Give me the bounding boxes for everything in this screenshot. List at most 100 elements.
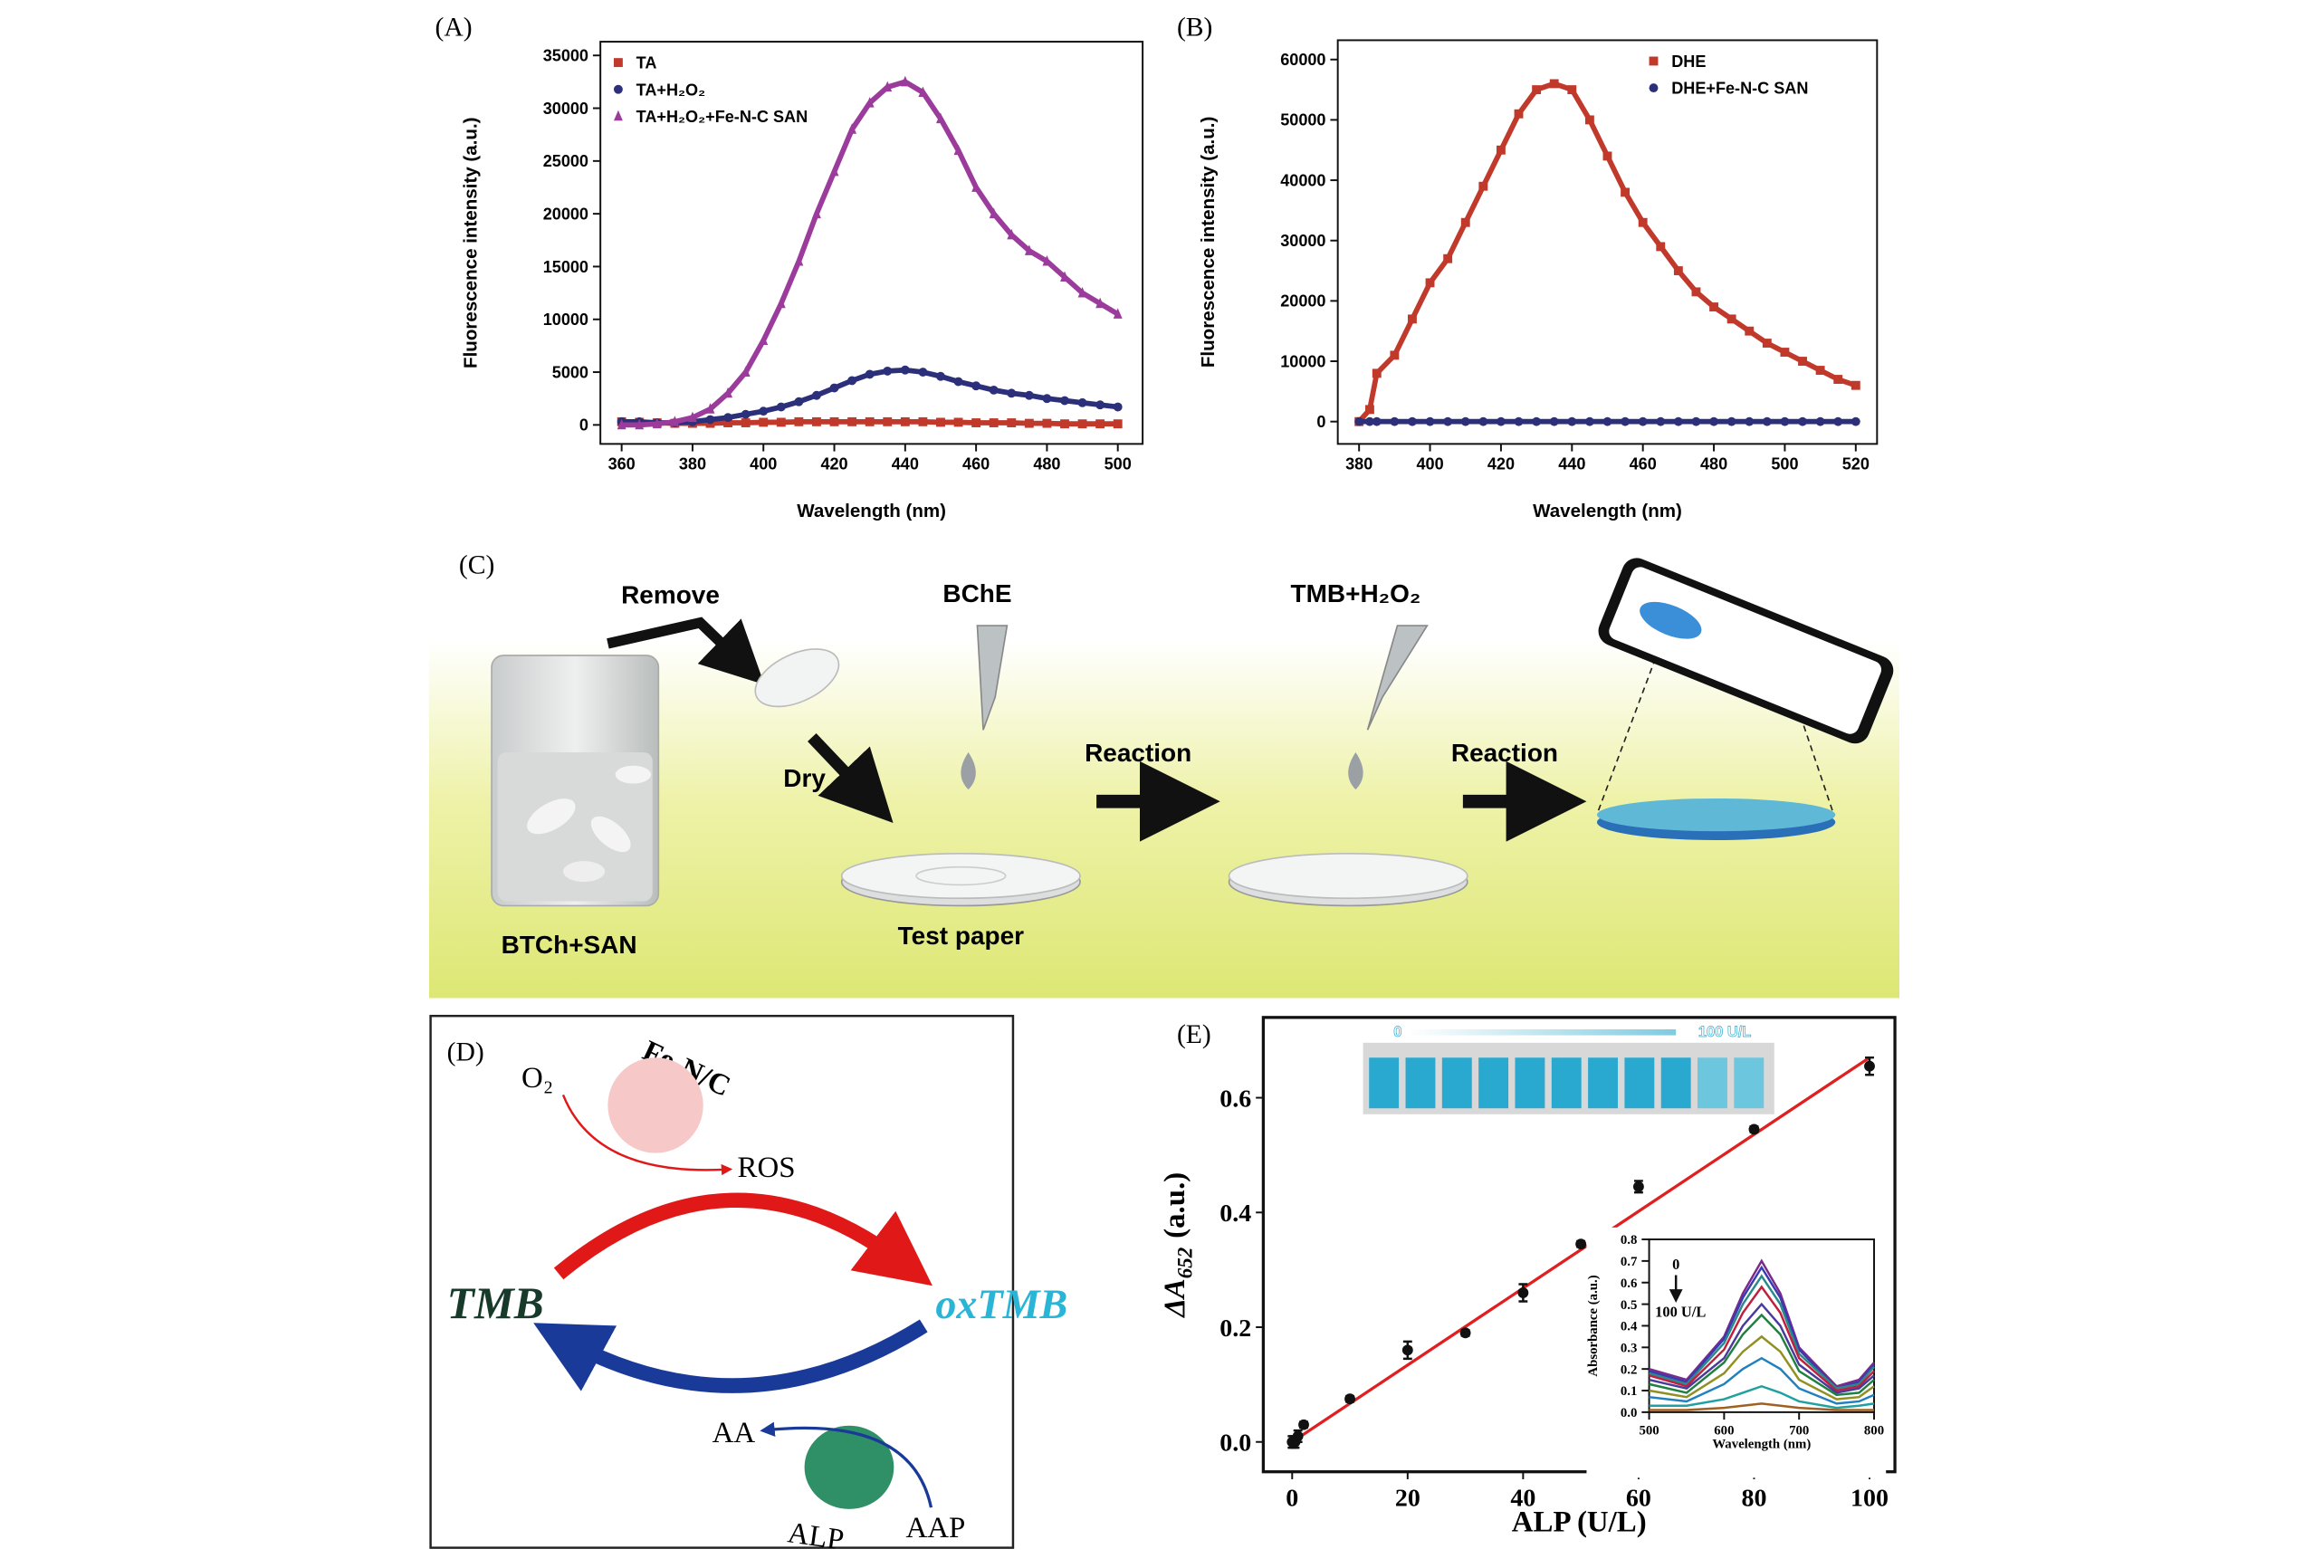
strip-label: 100 U/L: [1698, 1024, 1751, 1040]
marker: [1390, 350, 1400, 360]
y-axis-label-symbol: ΔA: [1159, 1278, 1191, 1319]
y-axis-label-unit: (a.u.): [1159, 1172, 1191, 1238]
marker: [883, 366, 893, 376]
marker: [829, 416, 839, 426]
y-tick-label: 0.4: [1621, 1320, 1638, 1334]
marker: [1460, 416, 1470, 426]
species-label: O₂: [521, 1062, 553, 1095]
marker: [1575, 1238, 1587, 1250]
ripple: [915, 865, 1007, 886]
marker: [1691, 416, 1701, 426]
marker: [1726, 416, 1736, 426]
drop: [961, 751, 976, 790]
phone: [1598, 558, 1894, 744]
x-tick-label: 400: [1416, 454, 1443, 473]
cuvette: [1515, 1057, 1545, 1109]
legend-label: TA+H₂O₂: [636, 81, 706, 99]
series-line: [1649, 1356, 1875, 1405]
y-axis-label: Absorbance (a.u.): [1586, 1275, 1601, 1376]
y-tick-label: 0: [1316, 413, 1325, 431]
y-tick-label: 0.1: [1621, 1384, 1638, 1399]
marker: [759, 417, 769, 427]
marker: [776, 417, 786, 427]
x-axis-label: ALP (U/L): [1512, 1506, 1647, 1539]
pipette: [976, 625, 1009, 731]
marker: [1780, 348, 1790, 357]
marker: [847, 376, 857, 386]
marker: [1344, 1393, 1355, 1405]
marker: [1459, 1327, 1471, 1339]
series-line: [1649, 1313, 1875, 1397]
species-label: ALP: [786, 1516, 846, 1556]
marker: [1748, 1123, 1760, 1135]
marker: [971, 381, 981, 391]
marker: [1408, 314, 1417, 324]
chart: (A)360 380 400 420 440 460 480 5000500010000150…: [435, 13, 1144, 521]
fit-line: [1291, 1056, 1870, 1444]
marker: [1532, 416, 1542, 426]
marker: [1113, 402, 1123, 412]
marker: [1833, 375, 1843, 384]
marker: [705, 415, 715, 425]
marker: [617, 418, 626, 430]
paper-disc: [590, 816, 631, 853]
marker: [1443, 416, 1453, 426]
marker: [1514, 109, 1524, 119]
y-tick-label: 35000: [543, 47, 588, 65]
marker: [635, 418, 645, 430]
marker: [741, 409, 751, 419]
marker: [1496, 416, 1506, 426]
x-tick-label: 380: [1345, 454, 1372, 473]
result-paper: [1596, 798, 1836, 832]
cuvette: [1369, 1057, 1400, 1109]
marker: [741, 418, 751, 427]
marker: [953, 377, 963, 387]
marker: [1298, 1419, 1309, 1430]
marker: [900, 365, 910, 375]
marker: [1602, 151, 1612, 161]
x-tick-label: 600: [1714, 1424, 1734, 1439]
marker: [723, 387, 733, 398]
x-tick-label: 440: [1558, 454, 1585, 473]
x-tick-label: 380: [679, 454, 706, 473]
marker: [1815, 366, 1825, 375]
x-tick-label: 500: [1639, 1424, 1659, 1439]
marker: [847, 123, 857, 134]
marker: [741, 366, 751, 377]
step-label: BChE: [942, 579, 1011, 607]
series-line: [1649, 1302, 1875, 1394]
legend-label: DHE: [1671, 53, 1706, 71]
marker: [1745, 416, 1755, 426]
marker: [1673, 416, 1683, 426]
marker: [1042, 394, 1052, 404]
marker: [705, 403, 715, 414]
arrow: [553, 1192, 932, 1286]
marker: [918, 368, 928, 377]
marker: [1780, 416, 1790, 426]
x-tick-label: 40: [1510, 1485, 1535, 1513]
marker: [1638, 416, 1648, 426]
marker: [1077, 287, 1087, 298]
marker: [900, 75, 910, 87]
marker: [1060, 419, 1069, 429]
species-label: TMB: [447, 1278, 544, 1328]
arrow: [533, 1319, 928, 1393]
marker: [794, 416, 804, 426]
marker: [936, 417, 945, 427]
x-tick-label: 460: [962, 454, 990, 473]
x-tick-label: 20: [1395, 1485, 1420, 1513]
marker: [971, 181, 981, 192]
y-tick-label: 30000: [543, 100, 588, 118]
y-tick-label: 0.6: [1219, 1085, 1251, 1113]
marker: [670, 416, 680, 426]
series-line: [1357, 81, 1857, 424]
x-tick-label: 700: [1789, 1424, 1809, 1439]
cuvette: [1734, 1057, 1765, 1109]
x-tick-label: 360: [608, 454, 636, 473]
marker: [829, 165, 839, 177]
marker: [1798, 416, 1807, 426]
marker: [723, 413, 733, 423]
panel-label: (D): [447, 1038, 484, 1067]
marker: [1762, 339, 1772, 348]
